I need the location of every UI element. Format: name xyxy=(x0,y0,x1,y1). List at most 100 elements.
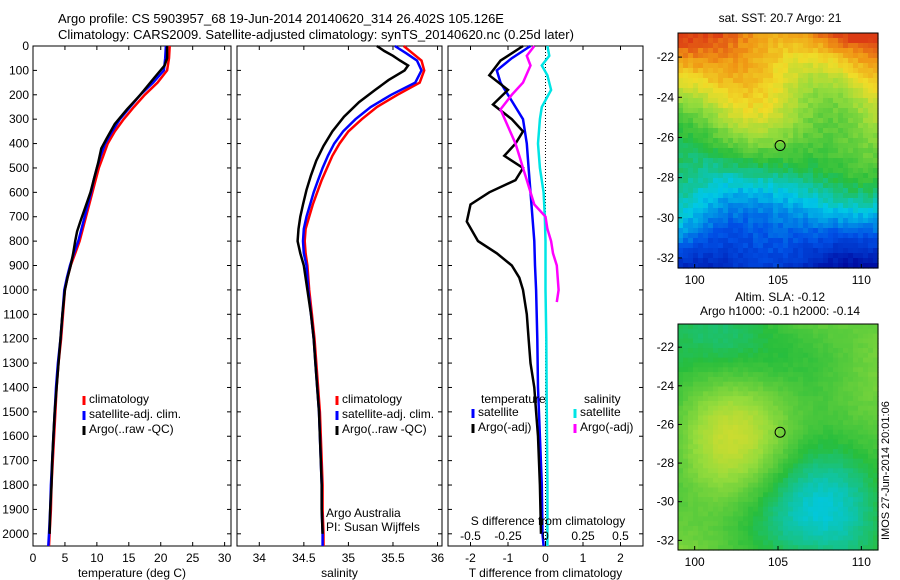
sst-map-cell xyxy=(693,208,699,214)
sst-map-cell xyxy=(713,83,719,89)
sla-map-cell xyxy=(688,338,694,343)
sst-map-cell xyxy=(833,193,839,199)
sla-map-cell xyxy=(813,415,819,420)
sst-map-cell xyxy=(698,203,704,209)
sla-map-cell xyxy=(848,425,854,430)
sla-map-cell xyxy=(763,420,769,425)
sla-map-cell xyxy=(853,536,859,541)
sst-map-cell xyxy=(833,73,839,79)
sla-map-cell xyxy=(823,444,829,449)
sst-map-cell xyxy=(688,198,694,204)
sst-map-cell xyxy=(748,198,754,204)
sst-map-cell xyxy=(843,253,849,259)
sst-map-cell xyxy=(813,223,819,229)
sst-map-cell xyxy=(708,178,714,184)
sla-map-cell xyxy=(818,454,824,459)
sst-map-cell xyxy=(693,118,699,124)
sst-map-cell xyxy=(808,153,814,159)
sst-map-cell xyxy=(683,223,689,229)
sst-map-cell xyxy=(738,138,744,144)
sst-map-cell xyxy=(683,188,689,194)
sla-map-cell xyxy=(728,483,734,488)
sla-map-cell xyxy=(698,353,704,358)
sst-map-cell xyxy=(848,168,854,174)
sla-map-cell xyxy=(763,358,769,363)
sla-map-cell xyxy=(823,483,829,488)
sst-map-cell xyxy=(713,78,719,84)
sla-map-cell xyxy=(808,391,814,396)
sst-map-cell xyxy=(858,183,864,189)
sst-map-cell xyxy=(833,83,839,89)
sla-map-cell xyxy=(813,425,819,430)
sst-map-cell xyxy=(743,53,749,59)
sla-map-cell xyxy=(853,507,859,512)
depth-tick-label: 1600 xyxy=(2,429,29,443)
sla-map-cell xyxy=(678,411,684,416)
sla-map-cell xyxy=(753,435,759,440)
sla-map-cell xyxy=(723,487,729,492)
sla-map-cell xyxy=(858,358,864,363)
sla-map-cell xyxy=(738,382,744,387)
difference-xtick-label: 1 xyxy=(580,551,587,565)
sla-map-cell xyxy=(708,449,714,454)
sla-map-cell xyxy=(688,444,694,449)
diff-xtick-label-top: 0.25 xyxy=(571,529,595,543)
sla-map-cell xyxy=(818,468,824,473)
sla-map-cell xyxy=(688,396,694,401)
sla-map-cell xyxy=(803,329,809,334)
sst-map-cell xyxy=(718,158,724,164)
sla-map-cell xyxy=(853,396,859,401)
sla-map-cell xyxy=(793,353,799,358)
sla-map-cell xyxy=(678,425,684,430)
sst-map-cell xyxy=(848,88,854,94)
sla-map-cell xyxy=(753,358,759,363)
sla-map-cell xyxy=(753,478,759,483)
sla-map-cell xyxy=(713,507,719,512)
sst-map-cell xyxy=(783,228,789,234)
sla-map-cell xyxy=(858,478,864,483)
sst-map-cell xyxy=(703,93,709,99)
sla-map-cell xyxy=(833,526,839,531)
sst-map-cell xyxy=(828,198,834,204)
sla-map-cell xyxy=(728,372,734,377)
sst-map-cell xyxy=(703,78,709,84)
salinity-legend-label: climatology xyxy=(342,392,402,406)
sla-map-cell xyxy=(783,459,789,464)
sst-map-cell xyxy=(728,208,734,214)
sst-map-cell xyxy=(778,178,784,184)
sla-map-cell xyxy=(743,396,749,401)
sst-map-cell xyxy=(783,73,789,79)
sst-map-cell xyxy=(783,238,789,244)
sla-map-cell xyxy=(858,454,864,459)
sst-map-cell xyxy=(868,108,874,114)
sst-map-cell xyxy=(728,38,734,44)
sla-map-cell xyxy=(788,507,794,512)
sst-map-cell xyxy=(788,43,794,49)
sla-map-cell xyxy=(863,334,869,339)
sst-map-cell xyxy=(703,103,709,109)
sla-map-cell xyxy=(723,324,729,329)
sla-map-cell xyxy=(768,497,774,502)
sla-map-cell xyxy=(738,430,744,435)
sla-map-cell xyxy=(783,536,789,541)
sla-map-cell xyxy=(818,334,824,339)
sst-map-cell xyxy=(853,128,859,134)
sst-map-cell xyxy=(838,138,844,144)
sla-map-cell xyxy=(733,343,739,348)
sst-map-cell xyxy=(708,93,714,99)
sst-map-cell xyxy=(738,148,744,154)
sla-map-cell xyxy=(853,449,859,454)
sla-map-cell xyxy=(833,531,839,536)
sla-map-cell xyxy=(683,329,689,334)
sst-map-cell xyxy=(718,93,724,99)
sla-map-cell xyxy=(738,329,744,334)
sst-map-cell xyxy=(808,148,814,154)
sst-map-cell xyxy=(793,208,799,214)
sst-map-cell xyxy=(808,73,814,79)
sst-map-cell xyxy=(773,213,779,219)
sst-map-cell xyxy=(788,253,794,259)
sla-map-cell xyxy=(853,353,859,358)
sst-map-cell xyxy=(798,78,804,84)
sst-map-cell xyxy=(773,163,779,169)
sst-map-cell xyxy=(743,143,749,149)
